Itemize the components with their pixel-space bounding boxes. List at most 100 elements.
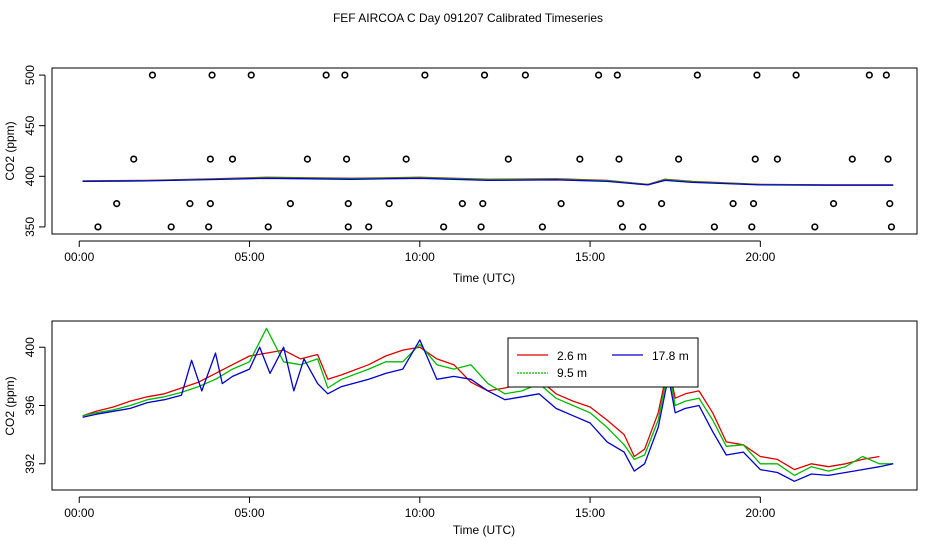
bottom-x-axis-label: Time (UTC): [453, 523, 515, 537]
calibration-point: [479, 200, 487, 208]
top-y-axis: 350 400 450 500: [23, 65, 46, 237]
calibration-point: [884, 155, 892, 163]
calibration-point: [615, 155, 623, 163]
x-tick-label: 15:00: [575, 506, 605, 520]
calibration-point: [286, 200, 294, 208]
calibration-point: [344, 223, 352, 231]
calibration-point: [130, 155, 138, 163]
calibration-point: [206, 155, 214, 163]
series-line-17-8-m: [82, 339, 894, 482]
calibration-point: [440, 223, 448, 231]
legend-label-2-6m: 2.6 m: [557, 349, 587, 363]
bottom-plot-area: [82, 327, 894, 482]
calibration-point: [882, 71, 890, 79]
calibration-point: [865, 71, 873, 79]
top-x-axis: 00:00 05:00 10:00 15:00 20:00: [64, 240, 776, 264]
calibration-point: [748, 223, 756, 231]
calibration-point: [148, 71, 157, 79]
calibration-point: [303, 155, 312, 163]
bottom-y-axis: 392 396 400: [23, 337, 46, 474]
x-tick-label: 20:00: [745, 506, 775, 520]
x-tick-label: 05:00: [235, 250, 265, 264]
bottom-plot-frame: [51, 320, 918, 491]
calibration-point: [167, 223, 175, 231]
calibration-point: [886, 200, 894, 208]
calibration-point: [618, 223, 627, 231]
calibration-point: [521, 71, 529, 79]
calibration-point: [247, 71, 255, 79]
calibration-point: [576, 155, 584, 163]
calibration-point: [344, 200, 352, 208]
calibration-point: [753, 71, 761, 79]
calibration-point: [710, 223, 718, 231]
calibration-point: [504, 155, 512, 163]
calibration-point: [208, 71, 216, 79]
calibration-point: [322, 71, 330, 79]
calibration-point: [365, 223, 373, 231]
legend-box: [507, 337, 699, 388]
y-tick-label: 392: [23, 453, 37, 473]
x-tick-label: 10:00: [405, 250, 435, 264]
series-line-2-6-m: [82, 346, 880, 471]
calibration-point: [264, 223, 272, 231]
calibration-point: [594, 71, 603, 79]
series-line-17-8-m: [82, 177, 894, 186]
x-tick-label: 05:00: [235, 506, 265, 520]
bottom-x-axis: 00:00 05:00 10:00 15:00 20:00: [64, 496, 776, 520]
calibration-point: [94, 223, 102, 231]
x-tick-label: 00:00: [64, 250, 94, 264]
x-tick-label: 00:00: [64, 506, 94, 520]
chart-title: FEF AIRCOA C Day 091207 Calibrated Times…: [333, 11, 603, 25]
top-panel: 00:00 05:00 10:00 15:00 20:00 350 400 450 500 T…: [3, 65, 918, 285]
calibration-point: [385, 200, 393, 208]
calibration-point: [887, 223, 896, 231]
calibration-point: [477, 223, 485, 231]
top-plot-area: [82, 71, 896, 231]
legend-label-9-5m: 9.5 m: [557, 366, 587, 380]
bottom-y-axis-label: CO2 (ppm): [3, 376, 17, 435]
y-tick-label: 450: [23, 115, 37, 135]
legend: 2.6 m 9.5 m 17.8 m: [507, 337, 699, 388]
calibration-point: [113, 200, 121, 208]
calibration-point: [557, 200, 565, 208]
calibration-point: [693, 71, 701, 79]
x-tick-label: 20:00: [745, 250, 775, 264]
calibration-point: [421, 71, 429, 79]
calibration-point: [751, 155, 759, 163]
y-tick-label: 396: [23, 395, 37, 415]
y-tick-label: 500: [23, 65, 37, 85]
y-tick-label: 350: [23, 217, 37, 237]
calibration-point: [729, 200, 737, 208]
calibration-point: [657, 200, 666, 208]
legend-label-17-8m: 17.8 m: [652, 349, 689, 363]
calibration-point: [829, 200, 838, 208]
series-line-9-5-m: [82, 327, 894, 477]
top-x-axis-label: Time (UTC): [453, 271, 515, 285]
x-tick-label: 10:00: [405, 506, 435, 520]
calibration-point: [186, 200, 194, 208]
calibration-point: [792, 71, 800, 79]
calibration-point: [228, 155, 237, 163]
calibration-point: [639, 223, 647, 231]
calibration-point: [458, 200, 466, 208]
y-tick-label: 400: [23, 337, 37, 357]
calibration-point: [613, 71, 621, 79]
calibration-point: [617, 200, 625, 208]
x-tick-label: 15:00: [575, 250, 605, 264]
calibration-point: [480, 71, 489, 79]
y-tick-label: 400: [23, 166, 37, 186]
calibration-point: [773, 155, 781, 163]
calibration-point: [205, 223, 213, 231]
calibration-point: [402, 155, 410, 163]
top-y-axis-label: CO2 (ppm): [3, 121, 17, 180]
bottom-panel: 00:00 05:00 10:00 15:00 20:00 392 396 400 Time…: [3, 320, 918, 537]
calibration-point: [675, 155, 683, 163]
calibration-point: [206, 200, 214, 208]
top-plot-frame: [51, 67, 918, 235]
calibration-point: [749, 200, 758, 208]
calibration-point: [341, 71, 349, 79]
calibration-point: [811, 223, 819, 231]
series-line-2-6-m: [82, 176, 894, 186]
calibration-point: [848, 155, 856, 163]
